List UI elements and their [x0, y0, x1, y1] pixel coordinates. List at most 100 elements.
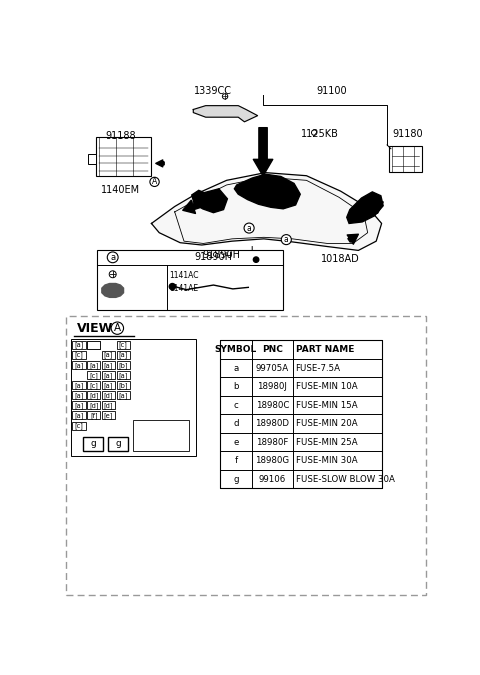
Text: 99106: 99106	[259, 475, 286, 483]
Bar	[72, 422, 85, 430]
Bar	[72, 411, 85, 419]
Bar	[133, 420, 189, 451]
Text: d: d	[233, 419, 239, 428]
Text: 91890H: 91890H	[194, 252, 232, 263]
Polygon shape	[193, 106, 258, 121]
Text: a: a	[247, 223, 252, 233]
Text: 91188: 91188	[105, 132, 136, 142]
FancyArrowPatch shape	[183, 198, 212, 213]
Text: [f]: [f]	[90, 412, 97, 418]
Circle shape	[111, 322, 123, 334]
Text: [b]: [b]	[119, 382, 128, 389]
Text: e: e	[233, 437, 239, 447]
Text: 18980F: 18980F	[256, 437, 288, 447]
Text: [a]: [a]	[119, 392, 128, 398]
Bar	[102, 402, 115, 409]
Text: 1140EM: 1140EM	[101, 186, 140, 195]
Bar	[220, 340, 383, 488]
Text: 1339CC: 1339CC	[194, 86, 232, 96]
FancyArrowPatch shape	[156, 160, 164, 167]
Bar	[102, 381, 115, 389]
Bar	[117, 392, 130, 399]
Text: VIEW: VIEW	[77, 322, 113, 335]
Polygon shape	[152, 173, 382, 250]
Circle shape	[107, 252, 118, 263]
Bar	[102, 361, 115, 369]
Text: [a]: [a]	[104, 362, 113, 369]
Text: FUSE-MIN 10A: FUSE-MIN 10A	[296, 382, 357, 391]
Text: [d]: [d]	[104, 392, 113, 398]
Polygon shape	[102, 284, 123, 298]
Bar	[117, 342, 130, 349]
Text: [a]: [a]	[74, 362, 84, 369]
Text: FUSE-MIN 25A: FUSE-MIN 25A	[296, 437, 357, 447]
Text: 91890H: 91890H	[202, 250, 240, 260]
Bar	[72, 402, 85, 409]
Bar	[87, 402, 100, 409]
Text: 18980J: 18980J	[257, 382, 288, 391]
Text: 18980G: 18980G	[255, 456, 289, 465]
Text: [c]: [c]	[89, 382, 98, 389]
Text: a: a	[110, 253, 115, 262]
Text: a: a	[233, 364, 239, 373]
Text: FUSE-MIN 15A: FUSE-MIN 15A	[296, 401, 357, 410]
Text: FUSE-SLOW BLOW 30A: FUSE-SLOW BLOW 30A	[296, 475, 395, 483]
Text: a: a	[284, 235, 288, 244]
Text: [d]: [d]	[89, 402, 98, 408]
Text: [a]: [a]	[104, 382, 113, 389]
Text: g: g	[115, 439, 121, 448]
Text: [a]: [a]	[74, 382, 84, 389]
Bar	[88, 154, 96, 164]
Text: [d]: [d]	[104, 402, 113, 408]
Text: 1018AD: 1018AD	[321, 254, 360, 264]
Circle shape	[169, 284, 176, 290]
Text: [a]: [a]	[74, 402, 84, 408]
Circle shape	[253, 257, 259, 263]
Text: 1141AE: 1141AE	[169, 284, 198, 293]
Text: g: g	[233, 475, 239, 483]
Bar	[108, 437, 128, 451]
Bar	[83, 437, 103, 451]
Bar	[102, 371, 115, 379]
Text: [b]: [b]	[119, 362, 128, 369]
Text: [a]: [a]	[119, 372, 128, 379]
Polygon shape	[192, 189, 228, 213]
Bar	[66, 316, 426, 595]
Bar	[117, 361, 130, 369]
Text: [a]: [a]	[119, 352, 128, 358]
Text: FUSE-7.5A: FUSE-7.5A	[296, 364, 341, 373]
Bar	[389, 146, 422, 172]
Circle shape	[150, 178, 159, 186]
Bar	[97, 250, 283, 310]
Text: A: A	[152, 178, 157, 186]
Bar	[72, 392, 85, 399]
Bar	[72, 342, 85, 349]
Bar	[87, 381, 100, 389]
Text: [c]: [c]	[119, 342, 128, 348]
Text: [a]: [a]	[104, 372, 113, 379]
Bar	[87, 411, 100, 419]
Text: [a]: [a]	[74, 412, 84, 418]
FancyArrowPatch shape	[347, 234, 359, 244]
Bar	[72, 361, 85, 369]
Text: c: c	[234, 401, 238, 410]
Circle shape	[222, 94, 228, 99]
Bar	[72, 351, 85, 359]
Circle shape	[109, 271, 116, 277]
Circle shape	[312, 130, 317, 135]
Polygon shape	[347, 192, 383, 223]
Text: 91180: 91180	[392, 129, 422, 139]
Bar	[96, 137, 152, 176]
Text: 1141AC: 1141AC	[169, 271, 199, 279]
Bar	[102, 351, 115, 359]
Text: FUSE-MIN 30A: FUSE-MIN 30A	[296, 456, 357, 465]
Text: b: b	[233, 382, 239, 391]
Text: [c]: [c]	[74, 423, 84, 429]
Bar	[87, 392, 100, 399]
Bar	[117, 381, 130, 389]
Text: PART NAME: PART NAME	[296, 345, 354, 354]
Text: A: A	[114, 323, 121, 333]
FancyArrowPatch shape	[362, 202, 383, 217]
Text: 18980D: 18980D	[255, 419, 289, 428]
Circle shape	[281, 235, 291, 244]
